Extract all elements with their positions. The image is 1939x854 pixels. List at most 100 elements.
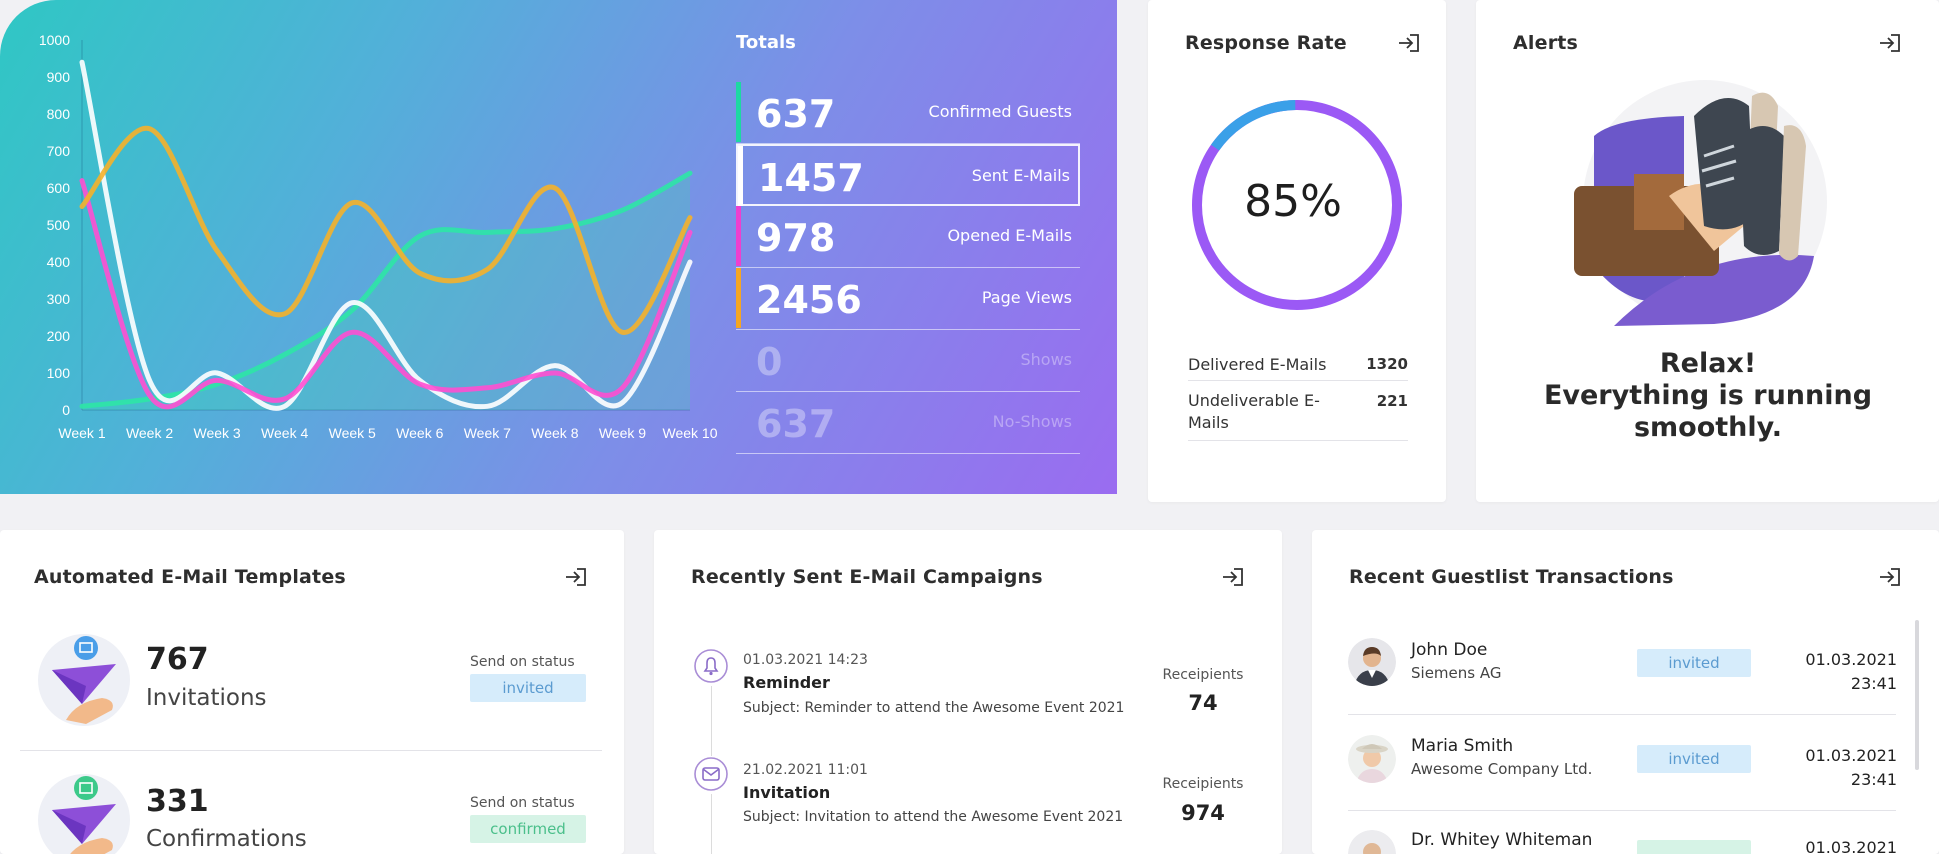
campaign-date: 21.02.2021 11:01 (743, 762, 868, 778)
status-badge[interactable]: invited (1637, 745, 1751, 773)
avatar (1348, 830, 1396, 854)
paper-plane-confirmation-icon (38, 774, 130, 854)
undeliverable-label-2: Mails (1188, 413, 1229, 432)
recipients-label: Receipients (1162, 776, 1244, 792)
y-tick-label: 1000 (39, 32, 70, 48)
y-tick-label: 600 (47, 180, 71, 196)
x-tick-label: Week 10 (663, 425, 718, 441)
open-link-icon[interactable] (1877, 32, 1903, 54)
y-tick-label: 800 (47, 106, 71, 122)
guest-company: Awesome Company Ltd. (1411, 760, 1593, 778)
guest-name[interactable]: Dr. Whitey Whiteman (1411, 830, 1593, 850)
response-rate-title: Response Rate (1185, 32, 1347, 54)
scrollbar[interactable] (1915, 620, 1919, 770)
total-confirmed-guests[interactable]: 637 Confirmed Guests (736, 82, 1080, 144)
status-badge[interactable] (1637, 840, 1751, 854)
total-value: 0 (756, 340, 783, 384)
x-tick-label: Week 9 (599, 425, 646, 441)
template-label: Confirmations (146, 826, 307, 852)
status-label: Send on status (470, 795, 575, 811)
relax-illustration (1574, 80, 1827, 326)
template-count: 331 (146, 784, 209, 819)
x-tick-label: Week 2 (126, 425, 173, 441)
total-value: 2456 (756, 278, 862, 322)
transaction-day: 01.03.2021 (1805, 838, 1897, 854)
total-value: 978 (756, 216, 836, 260)
total-label: Page Views (981, 288, 1072, 307)
guestlist-card (1312, 530, 1939, 854)
delivered-label: Delivered E-Mails (1188, 355, 1327, 374)
alerts-message: Relax! Everything is running smoothly. (1478, 348, 1938, 444)
total-page-views[interactable]: 2456 Page Views (736, 268, 1080, 330)
timeline-line (711, 686, 712, 756)
recipients-label: Receipients (1162, 667, 1244, 683)
divider (1188, 440, 1408, 441)
undeliverable-label-1: Undeliverable E- (1188, 391, 1320, 410)
status-badge[interactable]: invited (470, 674, 586, 702)
y-tick-label: 900 (47, 69, 71, 85)
status-label: Send on status (470, 654, 575, 670)
totals-title: Totals (736, 32, 796, 53)
guest-company: Siemens AG (1411, 664, 1502, 682)
response-rate-value: 85% (1244, 176, 1342, 227)
transaction-date: 01.03.2021 23:41 (1777, 744, 1897, 792)
open-link-icon[interactable] (563, 566, 589, 588)
campaign-subject: Subject: Invitation to attend the Awesom… (743, 809, 1124, 825)
alerts-title: Alerts (1513, 32, 1579, 54)
total-no-shows[interactable]: 637 No-Shows (736, 392, 1080, 454)
y-tick-label: 0 (62, 402, 70, 418)
bell-icon (694, 649, 728, 683)
alerts-line-2: Everything is running (1543, 380, 1873, 411)
delivered-emails-row: Delivered E-Mails 1320 (1188, 355, 1408, 374)
campaign-subject: Subject: Reminder to attend the Awesome … (743, 700, 1125, 716)
transaction-date: 01.03.2021 (1777, 836, 1897, 854)
open-link-icon[interactable] (1396, 32, 1422, 54)
series-color-bar (736, 268, 741, 328)
transaction-day: 01.03.2021 (1805, 650, 1897, 669)
total-value: 637 (756, 92, 836, 136)
alerts-line-1: Relax! (1659, 348, 1757, 379)
email-campaigns-card (654, 530, 1282, 854)
divider (20, 750, 602, 751)
series-color-bar (736, 82, 741, 142)
status-badge[interactable]: invited (1637, 649, 1751, 677)
ring-track (1192, 100, 1402, 310)
y-tick-label: 300 (47, 291, 71, 307)
status-badge[interactable]: confirmed (470, 815, 586, 843)
divider (1188, 380, 1408, 381)
total-label: No-Shows (992, 412, 1072, 431)
transaction-time: 23:41 (1850, 674, 1897, 693)
stats-hero-panel: 0 100 200 300 400 500 600 700 800 900 1000 Week 1 We… (0, 0, 1117, 494)
guest-name[interactable]: Maria Smith (1411, 736, 1514, 756)
total-label: Sent E-Mails (971, 166, 1070, 185)
guest-name[interactable]: John Doe (1411, 640, 1488, 660)
template-label: Invitations (146, 685, 267, 711)
series-color-bar (736, 206, 741, 266)
avatar (1348, 638, 1396, 686)
recipients-count: 974 (1181, 801, 1225, 825)
total-sent-emails[interactable]: 1457 Sent E-Mails (736, 144, 1080, 206)
open-link-icon[interactable] (1877, 566, 1903, 588)
total-opened-emails[interactable]: 978 Opened E-Mails (736, 206, 1080, 268)
x-tick-label: Week 4 (261, 425, 308, 441)
ring-highlight (1192, 99, 1402, 310)
y-tick-label: 400 (47, 254, 71, 270)
campaign-date: 01.03.2021 14:23 (743, 652, 868, 668)
weekly-line-chart: 0 100 200 300 400 500 600 700 800 900 1000 Week 1 We… (39, 32, 718, 441)
y-tick-label: 100 (47, 365, 71, 381)
total-shows[interactable]: 0 Shows (736, 330, 1080, 392)
transaction-day: 01.03.2021 (1805, 746, 1897, 765)
x-tick-label: Week 8 (531, 425, 578, 441)
series-line (79, 126, 693, 335)
paper-plane-invitation-icon (38, 634, 130, 726)
response-rate-card (1148, 0, 1446, 502)
total-value: 1457 (758, 156, 864, 200)
campaign-name[interactable]: Invitation (743, 783, 831, 802)
series-line (79, 178, 693, 410)
campaign-name[interactable]: Reminder (743, 673, 830, 692)
open-link-icon[interactable] (1220, 566, 1246, 588)
email-templates-title: Automated E-Mail Templates (34, 566, 346, 588)
y-tick-label: 500 (47, 217, 71, 233)
total-label: Confirmed Guests (928, 102, 1072, 121)
undeliverable-emails-row: Undeliverable E- Mails 221 (1188, 390, 1408, 434)
